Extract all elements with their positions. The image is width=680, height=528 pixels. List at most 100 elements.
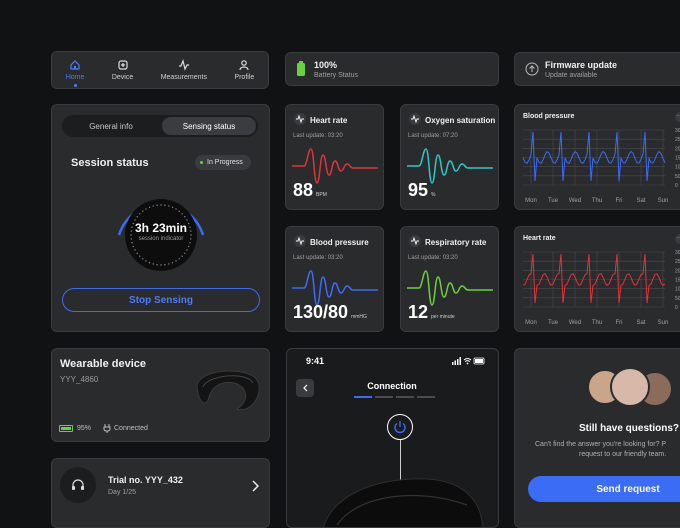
more-icon[interactable]: ··· bbox=[675, 234, 680, 244]
metric-updated: Last update: 07:20 bbox=[408, 133, 458, 139]
nav-measurements[interactable]: Measurements bbox=[161, 59, 207, 81]
send-request-button[interactable]: Send request bbox=[528, 476, 680, 502]
firmware-subtitle: Update available bbox=[545, 71, 598, 79]
bp-chart-card: Blood pressure ··· 300 250 200 150 100 50 0 Mon… bbox=[514, 104, 680, 210]
headphones-icon bbox=[60, 467, 96, 503]
firmware-title: Firmware update bbox=[545, 59, 618, 70]
power-button[interactable] bbox=[387, 414, 413, 440]
nav-profile-label: Profile bbox=[234, 74, 255, 81]
wearable-card[interactable]: Wearable device YYY_4860 95% Connected bbox=[51, 348, 270, 442]
nav-profile[interactable]: Profile bbox=[234, 59, 254, 81]
drop-icon bbox=[409, 113, 421, 125]
ring-tick bbox=[184, 252, 186, 254]
ring-tick bbox=[171, 206, 174, 208]
metric-card[interactable]: Oxygen saturation Last update: 07:20 95% bbox=[400, 104, 499, 210]
y-tick-label: 300 bbox=[675, 250, 680, 256]
ring-tick bbox=[130, 234, 132, 236]
ring-tick bbox=[139, 213, 141, 215]
metric-card[interactable]: Blood pressure Last update: 03:20 130/80… bbox=[285, 226, 384, 332]
y-tick-label: 0 bbox=[675, 183, 678, 189]
metric-value-wrap: 95% bbox=[408, 180, 435, 201]
x-tick-label: Sun bbox=[658, 198, 669, 204]
battery-icon bbox=[297, 61, 305, 76]
ring-tick bbox=[145, 260, 147, 262]
nav-device[interactable]: Device bbox=[112, 59, 133, 81]
x-tick-label: Wed bbox=[569, 198, 581, 204]
ring-tick bbox=[139, 255, 141, 257]
nav-measurements-label: Measurements bbox=[160, 74, 207, 81]
plug-icon bbox=[103, 424, 111, 433]
x-tick-label: Wed bbox=[569, 320, 581, 326]
session-duration: 3h 23min bbox=[134, 221, 188, 235]
firmware-card[interactable]: Firmware update Update available bbox=[514, 52, 680, 86]
ring-tick bbox=[171, 262, 174, 264]
battery-value: 100% bbox=[314, 59, 338, 70]
neckband-image bbox=[196, 370, 260, 411]
tab-sensing-status[interactable]: Sensing status bbox=[162, 117, 256, 135]
x-tick-label: Fri bbox=[616, 320, 623, 326]
status-badge: In Progress bbox=[195, 155, 251, 170]
metric-waveform bbox=[407, 148, 493, 184]
step bbox=[417, 396, 435, 398]
back-button[interactable] bbox=[296, 379, 314, 397]
badge-dot bbox=[200, 161, 203, 164]
metric-card[interactable]: Respiratory rate Last update: 03:20 12 pe… bbox=[400, 226, 499, 332]
support-title: Still have questions? bbox=[579, 423, 680, 434]
metric-title: Heart rate bbox=[310, 116, 348, 125]
home-icon bbox=[70, 60, 80, 70]
step bbox=[396, 396, 414, 398]
ring-tick bbox=[168, 263, 170, 265]
device-battery: 95% bbox=[77, 425, 92, 432]
upload-icon bbox=[525, 62, 539, 76]
ring-tick bbox=[188, 222, 190, 225]
ring-tick bbox=[164, 204, 166, 206]
metric-title: Respiratory rate bbox=[425, 238, 487, 247]
y-tick-label: 0 bbox=[675, 305, 678, 311]
ring-tick bbox=[142, 210, 144, 212]
battery-label: Battery Status bbox=[314, 71, 358, 79]
ring-tick bbox=[142, 258, 144, 260]
y-tick-label: 100 bbox=[675, 287, 680, 293]
ring-tick bbox=[145, 208, 147, 210]
device-title: Wearable device bbox=[60, 358, 147, 370]
nav-home[interactable]: Home bbox=[66, 59, 84, 87]
hr-chart-card: Heart rate ··· 300 250 200 150 100 50 0 Mon Tue W… bbox=[514, 226, 680, 332]
metric-updated: Last update: 03:20 bbox=[293, 133, 343, 139]
ring-tick bbox=[186, 219, 188, 221]
metric-card[interactable]: Heart rate Last update: 03:20 88 BPM bbox=[285, 104, 384, 210]
y-tick-label: 150 bbox=[675, 278, 680, 284]
session-card: General info Sensing status Session stat… bbox=[51, 104, 270, 332]
metric-unit: per minute bbox=[431, 314, 455, 320]
ring-tick bbox=[189, 242, 191, 244]
stop-sensing-button[interactable]: Stop Sensing bbox=[62, 288, 260, 312]
metric-updated: Last update: 03:20 bbox=[408, 255, 458, 261]
more-icon[interactable]: ··· bbox=[675, 112, 680, 122]
x-tick-label: Sat bbox=[636, 198, 645, 204]
ring-tick bbox=[130, 230, 132, 232]
lungs-icon bbox=[409, 235, 421, 247]
x-tick-label: Sat bbox=[636, 320, 645, 326]
metric-waveform bbox=[292, 270, 378, 306]
metric-value: 88 bbox=[293, 180, 314, 200]
chart-title: Heart rate bbox=[523, 235, 556, 242]
y-tick-label: 50 bbox=[675, 296, 680, 302]
metric-updated: Last update: 03:20 bbox=[293, 255, 343, 261]
metric-title: Blood pressure bbox=[310, 238, 369, 247]
metric-value-wrap: 130/80 mmHG bbox=[293, 302, 367, 323]
ring-tick bbox=[132, 222, 134, 225]
active-indicator bbox=[73, 84, 77, 87]
bp-chart: 300 250 200 150 100 50 0 Mon Tue Wed Thu Fri Sat Sun bbox=[522, 128, 680, 204]
x-tick-label: Tue bbox=[548, 320, 559, 326]
avatar bbox=[610, 367, 650, 407]
phone-screen: 9:41 Connection bbox=[286, 348, 499, 528]
x-tick-label: Mon bbox=[525, 320, 537, 326]
y-tick-label: 300 bbox=[675, 128, 680, 134]
pulse-icon bbox=[294, 113, 306, 125]
chevron-right-icon[interactable] bbox=[251, 480, 259, 492]
ring-tick bbox=[136, 216, 138, 218]
ring-tick bbox=[178, 258, 180, 260]
metric-value-wrap: 88 BPM bbox=[293, 180, 327, 201]
trial-title: Trial no. YYY_432 bbox=[108, 475, 183, 485]
tab-general-info[interactable]: General info bbox=[89, 121, 133, 131]
trial-card[interactable]: Trial no. YYY_432 Day 1/25 bbox=[51, 458, 270, 528]
